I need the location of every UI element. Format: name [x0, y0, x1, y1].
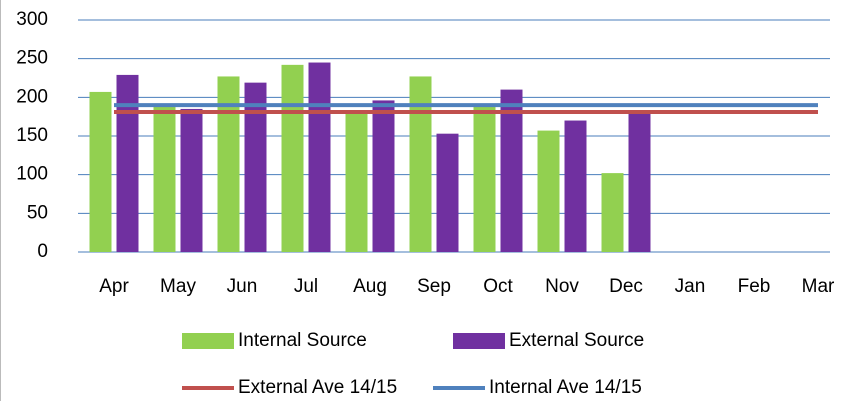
bar	[409, 76, 432, 252]
x-tick-label: Nov	[545, 276, 579, 297]
legend-label: Internal Source	[238, 330, 367, 351]
bar	[628, 112, 651, 252]
legend-label: External Ave 14/15	[238, 377, 397, 398]
bar	[180, 108, 203, 252]
y-tick-label: 50	[27, 202, 48, 223]
x-tick-label: Mar	[802, 276, 835, 297]
bar	[308, 62, 331, 253]
x-tick-label: Jan	[675, 276, 706, 297]
legend-label: External Source	[509, 330, 644, 351]
bar	[89, 91, 112, 252]
bar	[345, 112, 368, 252]
x-tick-label: Jul	[294, 276, 318, 297]
x-tick-label: Jun	[227, 276, 258, 297]
bar	[436, 133, 459, 252]
y-tick-label: 0	[37, 241, 48, 262]
x-tick-label: Apr	[99, 276, 129, 297]
bar	[537, 130, 560, 252]
bar	[217, 76, 240, 252]
bar	[372, 100, 395, 252]
x-tick-label: May	[160, 276, 196, 297]
bar	[564, 120, 587, 253]
y-tick-label: 150	[16, 125, 48, 146]
bar	[116, 74, 139, 252]
x-tick-label: Oct	[483, 276, 513, 297]
y-tick-label: 200	[16, 86, 48, 107]
x-tick-label: Aug	[353, 276, 387, 297]
bar	[601, 173, 624, 252]
x-tick-label: Feb	[738, 276, 771, 297]
bar	[153, 106, 176, 252]
y-tick-label: 100	[16, 164, 48, 185]
y-tick-label: 250	[16, 48, 48, 69]
bar	[500, 89, 523, 252]
x-tick-label: Dec	[609, 276, 643, 297]
legend-label: Internal Ave 14/15	[489, 377, 642, 398]
y-tick-label: 300	[16, 9, 48, 30]
bar	[244, 82, 267, 252]
bar	[281, 64, 304, 252]
x-tick-label: Sep	[417, 276, 451, 297]
legend-swatch	[453, 333, 505, 349]
bar	[473, 106, 496, 252]
legend-swatch	[182, 333, 234, 349]
